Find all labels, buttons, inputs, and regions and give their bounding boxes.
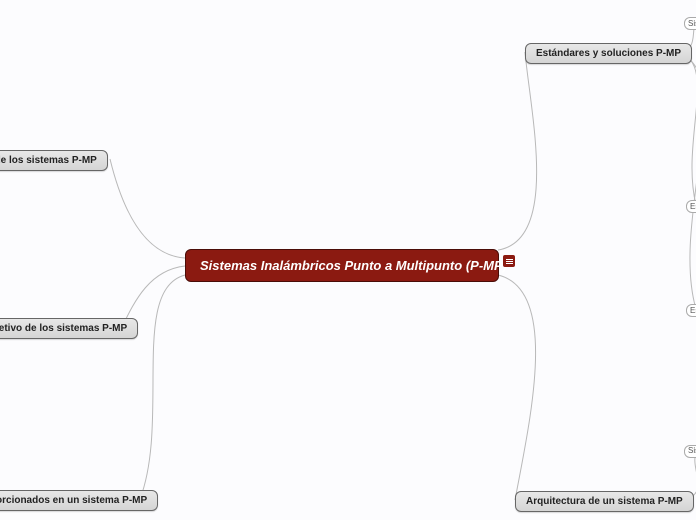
stub-mid1[interactable]: Est (686, 200, 696, 213)
node-servicios-label: cios proporcionados en un sistema P-MP (0, 495, 147, 506)
root-label: Sistemas Inalámbricos Punto a Multipunto… (200, 258, 507, 273)
note-icon[interactable] (503, 255, 515, 267)
node-arquitectura-label: Arquitectura de un sistema P-MP (526, 496, 683, 507)
node-sectores[interactable]: ctores objetivo de los sistemas P-MP (0, 318, 138, 339)
stub-bot[interactable]: Sis bas (684, 445, 696, 458)
node-alternativas[interactable]: tivas de los sistemas P-MP (0, 150, 108, 171)
mindmap-canvas: Sistemas Inalámbricos Punto a Multipunto… (0, 0, 696, 520)
root-node[interactable]: Sistemas Inalámbricos Punto a Multipunto… (185, 249, 499, 282)
node-servicios[interactable]: cios proporcionados en un sistema P-MP (0, 490, 158, 511)
node-sectores-label: ctores objetivo de los sistemas P-MP (0, 323, 127, 334)
stub-top-label: Sist (688, 19, 696, 28)
node-standards[interactable]: Estándares y soluciones P-MP (525, 43, 692, 64)
stub-mid1-label: Est (690, 202, 696, 211)
stub-bot-label: Sis bas (688, 446, 696, 455)
stub-top[interactable]: Sist (684, 17, 696, 30)
node-standards-label: Estándares y soluciones P-MP (536, 48, 681, 59)
stub-mid2-label: Est (690, 306, 696, 315)
stub-mid2[interactable]: Est (686, 304, 696, 317)
node-arquitectura[interactable]: Arquitectura de un sistema P-MP (515, 491, 694, 512)
node-alternativas-label: tivas de los sistemas P-MP (0, 155, 97, 166)
